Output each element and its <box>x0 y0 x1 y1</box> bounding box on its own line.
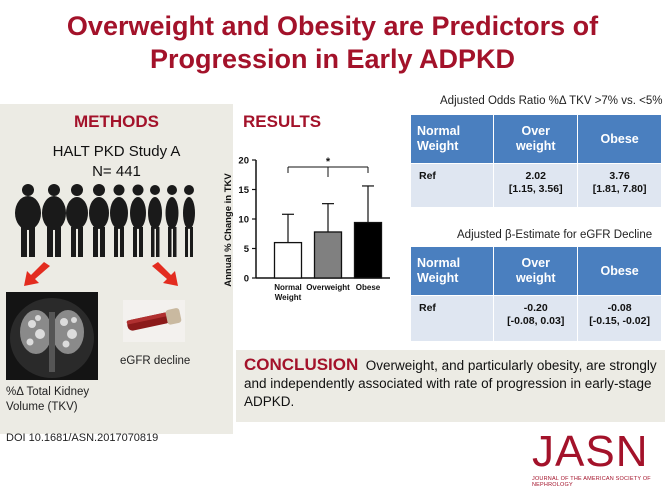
table-cell-overweight: 2.02 [1.15, 3.56] <box>493 163 579 208</box>
cell-ci: [1.81, 7.80] <box>592 183 647 195</box>
study-name: HALT PKD Study A <box>52 143 181 160</box>
journal-logo: JASN <box>532 427 649 476</box>
body-silhouettes-image <box>15 184 195 257</box>
table-cell-ref: Ref <box>409 295 495 342</box>
table2-title: Adjusted β-Estimate for eGFR Decline <box>457 229 653 241</box>
table1-title: Adjusted Odds Ratio %Δ TKV >7% vs. <5% <box>440 95 663 107</box>
x-tick-label: Overweight <box>306 283 350 292</box>
egfr-label: eGFR decline <box>120 355 191 367</box>
y-tick-label: 10 <box>238 215 249 226</box>
tkv-label-line-2: Volume (TKV) <box>6 401 78 413</box>
doi-text: DOI 10.1681/ASN.2017070819 <box>6 432 159 444</box>
table-cell-overweight: -0.20 [-0.08, 0.03] <box>493 295 579 342</box>
x-tick-label: Weight <box>275 293 302 302</box>
journal-subtitle: JOURNAL OF THE AMERICAN SOCIETY OF NEPHR… <box>532 476 651 488</box>
page-title: Overweight and Obesity are Predictors of… <box>0 10 665 76</box>
title-line-2: Progression in Early ADPKD <box>149 44 516 74</box>
conclusion: CONCLUSION Overweight, and particularly … <box>244 356 662 411</box>
title-line-1: Overweight and Obesity are Predictors of <box>66 11 599 41</box>
table-cell-obese: -0.08 [-0.15, -0.02] <box>577 295 662 342</box>
conclusion-text: Overweight, and particularly obesity, ar… <box>244 358 657 409</box>
study-n: N= 441 <box>92 163 141 180</box>
study-info: HALT PKD Study A N= 441 <box>0 142 233 182</box>
bar <box>273 241 303 279</box>
beta-estimate-table: Normal Weight Over weight Obese Ref -0.2… <box>409 246 662 342</box>
cell-ci: [-0.08, 0.03] <box>507 315 565 327</box>
col-header-normal-weight: Normal Weight <box>409 246 495 296</box>
col-header-obese: Obese <box>577 246 662 296</box>
table-cell-ref: Ref <box>409 163 495 208</box>
x-tick-label: Obese <box>356 283 381 292</box>
y-tick-label: 5 <box>244 244 250 255</box>
blood-tube-image <box>123 300 185 342</box>
bar <box>313 231 343 279</box>
conclusion-heading: CONCLUSION <box>244 355 359 374</box>
table-cell-obese: 3.76 [1.81, 7.80] <box>577 163 662 208</box>
results-heading: RESULTS <box>243 112 322 131</box>
kidney-mri-image <box>6 292 98 380</box>
x-tick-label: Normal <box>274 283 302 292</box>
col-header-normal-weight: Normal Weight <box>409 114 495 164</box>
y-tick-label: 20 <box>238 156 249 167</box>
cell-value: 2.02 <box>525 170 546 182</box>
arrow-down-left-icon <box>24 262 50 286</box>
cell-ci: [-0.15, -0.02] <box>589 315 650 327</box>
arrow-down-right-icon <box>152 262 178 286</box>
y-tick-label: 0 <box>244 274 249 285</box>
tkv-bar-chart: Annual % Change in TKV 0 5 10 15 20 NormalWei… <box>223 156 390 302</box>
col-header-obese: Obese <box>577 114 662 164</box>
significance-marker: * <box>326 156 331 168</box>
cell-value: -0.08 <box>607 302 632 314</box>
col-header-overweight: Over weight <box>493 114 579 164</box>
cell-ci: [1.15, 3.56] <box>508 183 563 195</box>
col-header-overweight: Over weight <box>493 246 579 296</box>
y-tick-label: 15 <box>238 185 249 196</box>
tkv-label-line-1: %Δ Total Kidney <box>6 386 90 398</box>
cell-value: 3.76 <box>609 170 630 182</box>
methods-heading: METHODS <box>74 112 159 131</box>
y-axis-label: Annual % Change in TKV <box>223 173 234 287</box>
bar <box>353 221 383 279</box>
cell-value: -0.20 <box>523 302 548 314</box>
odds-ratio-table: Normal Weight Over weight Obese Ref 2.02… <box>409 114 662 208</box>
tkv-label: %Δ Total Kidney Volume (TKV) <box>6 385 89 415</box>
conclusion-panel <box>236 350 665 422</box>
